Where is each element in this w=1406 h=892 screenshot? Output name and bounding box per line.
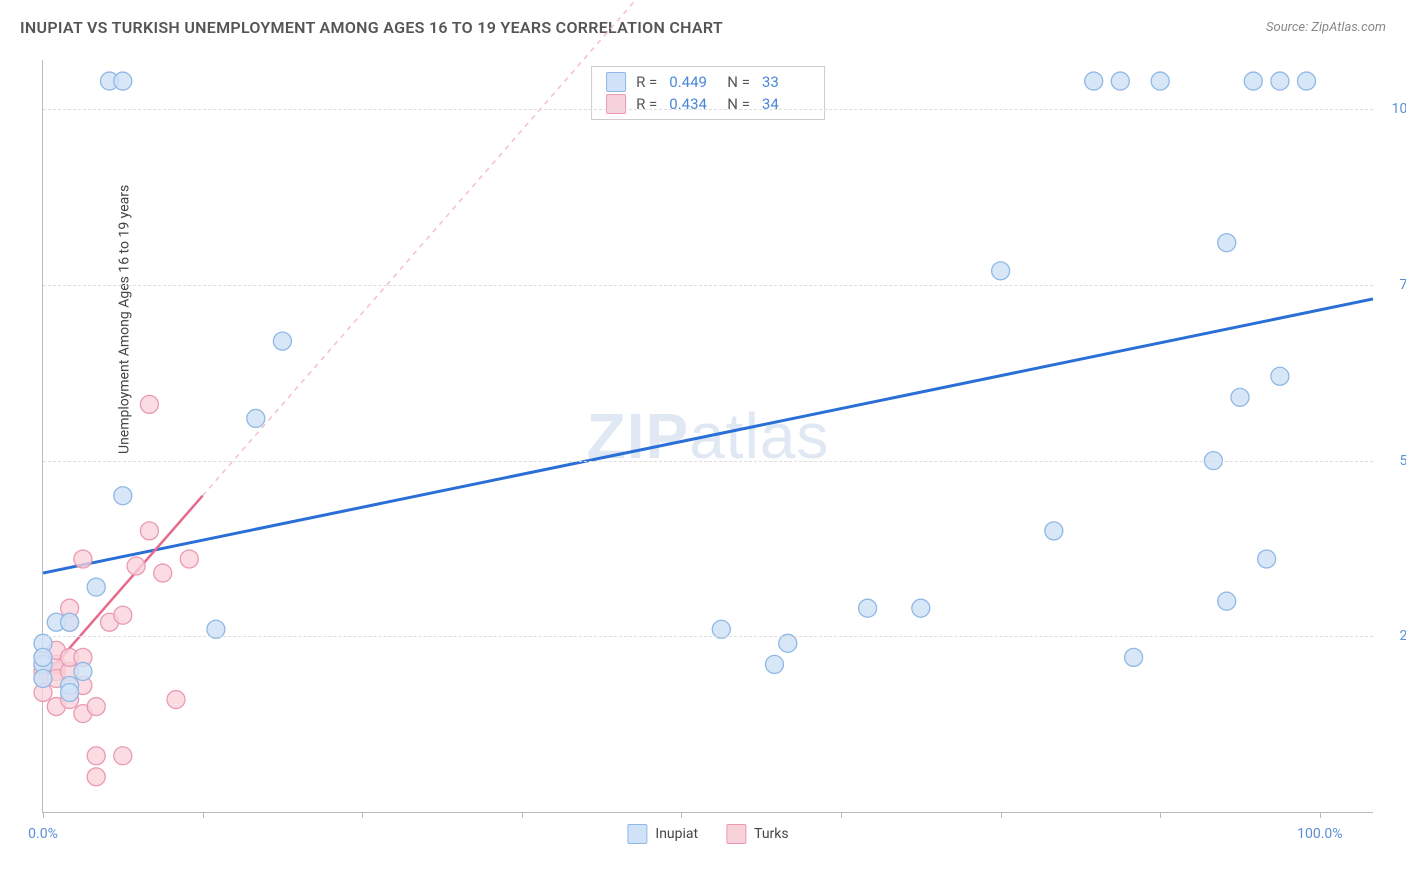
scatter-point [61, 684, 79, 702]
scatter-point [74, 550, 92, 568]
legend-swatch-inupiat [627, 824, 647, 844]
scatter-point [87, 768, 105, 786]
scatter-point [1218, 592, 1236, 610]
scatter-point [1151, 72, 1169, 90]
scatter-point [74, 662, 92, 680]
chart-container: INUPIAT VS TURKISH UNEMPLOYMENT AMONG AG… [0, 0, 1406, 892]
bottom-legend-label-turks: Turks [754, 826, 789, 842]
y-tick-label: 75.0% [1399, 277, 1406, 293]
chart-source: Source: ZipAtlas.com [1266, 20, 1386, 35]
scatter-point [114, 487, 132, 505]
scatter-point [1085, 72, 1103, 90]
y-tick-label: 25.0% [1399, 628, 1406, 644]
bottom-legend-turks: Turks [726, 824, 789, 844]
x-tick [1160, 812, 1161, 818]
x-tick [841, 812, 842, 818]
bottom-legend-label-inupiat: Inupiat [655, 826, 698, 842]
legend-swatch-inupiat [606, 72, 626, 92]
scatter-point [140, 395, 158, 413]
bottom-legend: Inupiat Turks [627, 824, 788, 844]
x-tick [1001, 812, 1002, 818]
legend-n-value-inupiat: 33 [762, 73, 810, 91]
legend-r-value-turks: 0.434 [669, 95, 717, 113]
x-tick [681, 812, 682, 818]
scatter-point [34, 669, 52, 687]
r-legend: R = 0.449 N = 33 R = 0.434 N = 34 [591, 66, 825, 120]
legend-r-label: R = [636, 73, 657, 91]
r-legend-row-inupiat: R = 0.449 N = 33 [606, 71, 810, 93]
legend-swatch-turks [726, 824, 746, 844]
scatter-point [1218, 234, 1236, 252]
scatter-point [114, 606, 132, 624]
legend-n-label: N = [727, 73, 750, 91]
scatter-point [114, 72, 132, 90]
scatter-point [61, 613, 79, 631]
scatter-point [87, 747, 105, 765]
scatter-point [1111, 72, 1129, 90]
x-tick [522, 812, 523, 818]
r-legend-row-turks: R = 0.434 N = 34 [606, 93, 810, 115]
y-tick-label: 50.0% [1399, 453, 1406, 469]
scatter-point [154, 564, 172, 582]
x-tick [43, 812, 44, 818]
gridline [43, 636, 1373, 637]
scatter-point [180, 550, 198, 568]
scatter-point [1231, 388, 1249, 406]
scatter-point [87, 698, 105, 716]
scatter-point [127, 557, 145, 575]
legend-swatch-turks [606, 94, 626, 114]
scatter-point [167, 691, 185, 709]
scatter-point [1271, 367, 1289, 385]
legend-n-label: N = [727, 95, 750, 113]
x-tick-label: 100.0% [1297, 826, 1342, 842]
scatter-point [859, 599, 877, 617]
legend-r-value-inupiat: 0.449 [669, 73, 717, 91]
scatter-point [140, 522, 158, 540]
scatter-point [1244, 72, 1262, 90]
x-tick [203, 812, 204, 818]
legend-n-value-turks: 34 [762, 95, 810, 113]
plot-svg [43, 60, 1373, 812]
x-tick [362, 812, 363, 818]
scatter-point [114, 747, 132, 765]
trend-line [43, 299, 1373, 573]
scatter-point [1258, 550, 1276, 568]
x-tick [1320, 812, 1321, 818]
legend-r-label: R = [636, 95, 657, 113]
scatter-point [912, 599, 930, 617]
scatter-point [1271, 72, 1289, 90]
gridline [43, 285, 1373, 286]
scatter-point [87, 578, 105, 596]
bottom-legend-inupiat: Inupiat [627, 824, 698, 844]
y-tick-label: 100.0% [1392, 101, 1406, 117]
scatter-point [992, 262, 1010, 280]
scatter-point [34, 648, 52, 666]
scatter-point [1125, 648, 1143, 666]
plot-area: ZIPatlas R = 0.449 N = 33 R = 0.434 N = … [42, 60, 1373, 813]
scatter-point [1045, 522, 1063, 540]
scatter-point [273, 332, 291, 350]
scatter-point [1298, 72, 1316, 90]
x-tick-label: 0.0% [28, 826, 58, 842]
gridline [43, 461, 1373, 462]
scatter-point [247, 409, 265, 427]
gridline [43, 109, 1373, 110]
scatter-point [766, 655, 784, 673]
